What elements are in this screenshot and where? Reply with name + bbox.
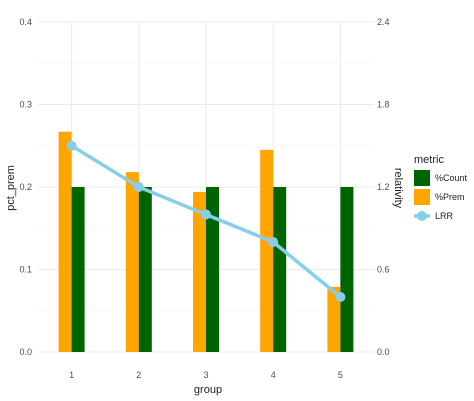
y-tick-label: 0.4 (19, 17, 32, 27)
bar-prem-2 (125, 172, 139, 352)
bar-prem-3 (193, 191, 206, 352)
y2-tick-label: 1.8 (377, 100, 390, 110)
lrr-point-1 (66, 140, 77, 151)
x-tick-label: 1 (69, 370, 74, 380)
y2-tick-label: 2.4 (377, 17, 390, 27)
y2-tick-label: 0.6 (377, 265, 390, 275)
lrr-point-5 (335, 292, 346, 302)
y-tick-label: 0.1 (19, 265, 32, 275)
bar-count-3 (206, 187, 219, 352)
y2-tick-label: 1.2 (377, 182, 390, 192)
legend-key-point-2 (417, 211, 427, 221)
y2-tick-label: 0.0 (377, 347, 390, 357)
lrr-point-2 (133, 182, 144, 192)
x-tick-label: 3 (203, 370, 208, 380)
legend-key-1 (414, 189, 430, 205)
right-axis-ticks: 0.0 0.6 1.2 1.8 2.4 (377, 17, 390, 357)
y2-axis-title: relativity (392, 168, 404, 209)
legend-label-2: LRR (435, 211, 454, 221)
left-axis-ticks: 0.0 0.1 0.2 0.3 0.4 (19, 17, 32, 357)
legend-title: metric (414, 154, 444, 166)
x-tick-label: 4 (271, 370, 276, 380)
y-tick-label: 0.3 (19, 100, 32, 110)
bar-prem-1 (58, 131, 72, 352)
bar-count-2 (138, 187, 152, 352)
x-tick-label: 5 (338, 370, 343, 380)
lrr-line (66, 140, 346, 302)
lrr-point-4 (268, 237, 279, 247)
x-axis-ticks: 1 2 3 4 5 (69, 370, 343, 380)
bar-count-5 (340, 187, 354, 352)
legend-label-0: %Count (435, 173, 468, 183)
legend: metric %Count %Prem LRR (414, 154, 468, 224)
legend-label-1: %Prem (435, 192, 465, 202)
y-tick-label: 0.2 (19, 182, 32, 192)
bar-prem-4 (260, 149, 274, 352)
bars (58, 131, 354, 352)
x-axis-title: group (194, 384, 222, 396)
y-tick-label: 0.0 (19, 347, 32, 357)
bar-count-1 (71, 187, 85, 352)
bar-count-4 (273, 187, 287, 352)
bar-prem-5 (327, 286, 341, 352)
y-axis-title: pct_prem (5, 165, 17, 211)
lrr-point-3 (201, 209, 211, 220)
x-tick-label: 2 (136, 370, 141, 380)
legend-key-0 (414, 170, 430, 186)
